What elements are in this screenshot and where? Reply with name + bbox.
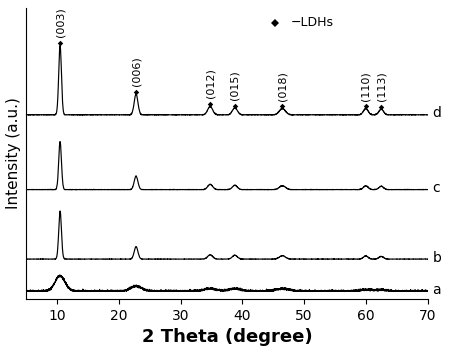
Text: c: c <box>432 181 440 195</box>
Text: (113): (113) <box>376 71 386 101</box>
Text: (018): (018) <box>278 71 287 101</box>
Text: (110): (110) <box>361 71 371 101</box>
Text: a: a <box>432 283 441 297</box>
Text: −LDHs: −LDHs <box>291 16 334 29</box>
Text: (003): (003) <box>55 8 65 37</box>
Text: (015): (015) <box>230 70 240 100</box>
Y-axis label: Intensity (a.u.): Intensity (a.u.) <box>6 98 20 209</box>
Text: d: d <box>432 107 441 120</box>
X-axis label: 2 Theta (degree): 2 Theta (degree) <box>141 328 312 346</box>
Text: b: b <box>432 251 441 265</box>
Text: (012): (012) <box>205 69 215 99</box>
Text: (006): (006) <box>131 56 141 86</box>
